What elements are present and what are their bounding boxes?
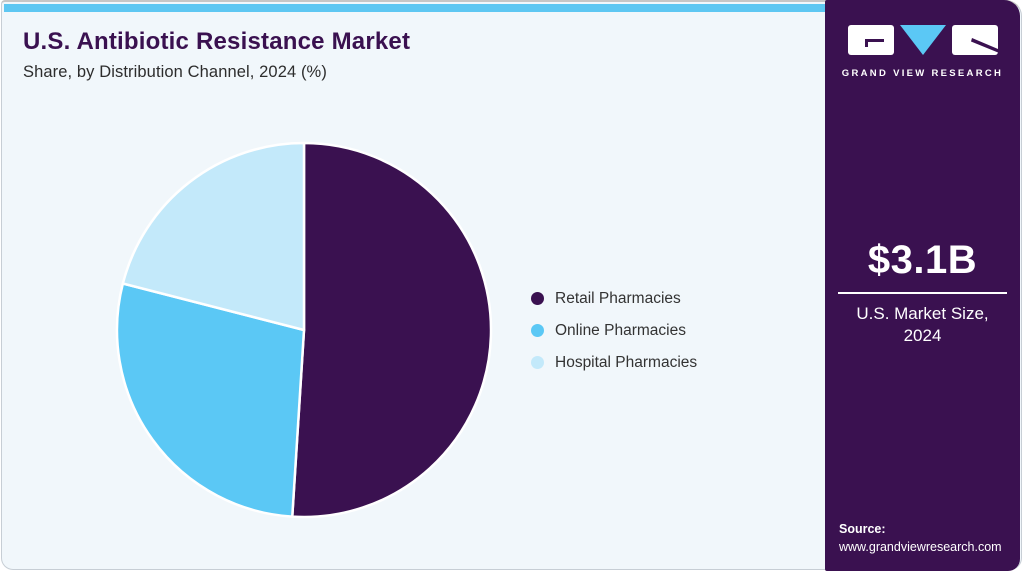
legend-item-retail: Retail Pharmacies [531, 289, 697, 308]
market-size-label-line1: U.S. Market Size, [856, 304, 989, 323]
market-size-stat: $3.1B U.S. Market Size, 2024 [825, 238, 1020, 348]
pie-slice-retail-pharmacies [291, 141, 493, 519]
gvr-logo-icon [847, 25, 998, 55]
chart-subtitle: Share, by Distribution Channel, 2024 (%) [23, 63, 327, 81]
legend-dot-icon [531, 356, 544, 369]
logo-brand-text: GRAND VIEW RESEARCH [841, 68, 1004, 79]
market-size-value: $3.1B [867, 238, 978, 282]
stat-divider [838, 292, 1007, 294]
legend-dot-icon [531, 292, 544, 305]
legend-dot-icon [531, 324, 544, 337]
pie-chart [115, 141, 493, 519]
market-size-label: U.S. Market Size, 2024 [825, 303, 1020, 348]
market-size-label-line2: 2024 [903, 326, 942, 346]
accent-top-bar [4, 4, 828, 12]
legend-label: Hospital Pharmacies [555, 353, 698, 371]
pie-slice-online-pharmacies [115, 282, 306, 518]
pie-slice-hospital-pharmacies [121, 141, 306, 332]
source-label: Source: [839, 521, 886, 536]
chart-header: U.S. Antibiotic Resistance Market Share,… [23, 28, 410, 82]
chart-legend: Retail Pharmacies Online Pharmacies Hosp… [531, 289, 697, 385]
legend-label: Online Pharmacies [555, 321, 686, 339]
grand-view-research-logo: GRAND VIEW RESEARCH [825, 25, 1020, 79]
legend-label: Retail Pharmacies [555, 289, 681, 307]
legend-item-hospital: Hospital Pharmacies [531, 353, 697, 372]
brand-sidebar: GRAND VIEW RESEARCH $3.1B U.S. Market Si… [825, 0, 1020, 571]
source-block: Source: www.grandviewresearch.com [839, 520, 1002, 556]
source-url: www.grandviewresearch.com [839, 539, 1002, 554]
legend-item-online: Online Pharmacies [531, 321, 697, 340]
page-title: U.S. Antibiotic Resistance Market [23, 28, 411, 55]
